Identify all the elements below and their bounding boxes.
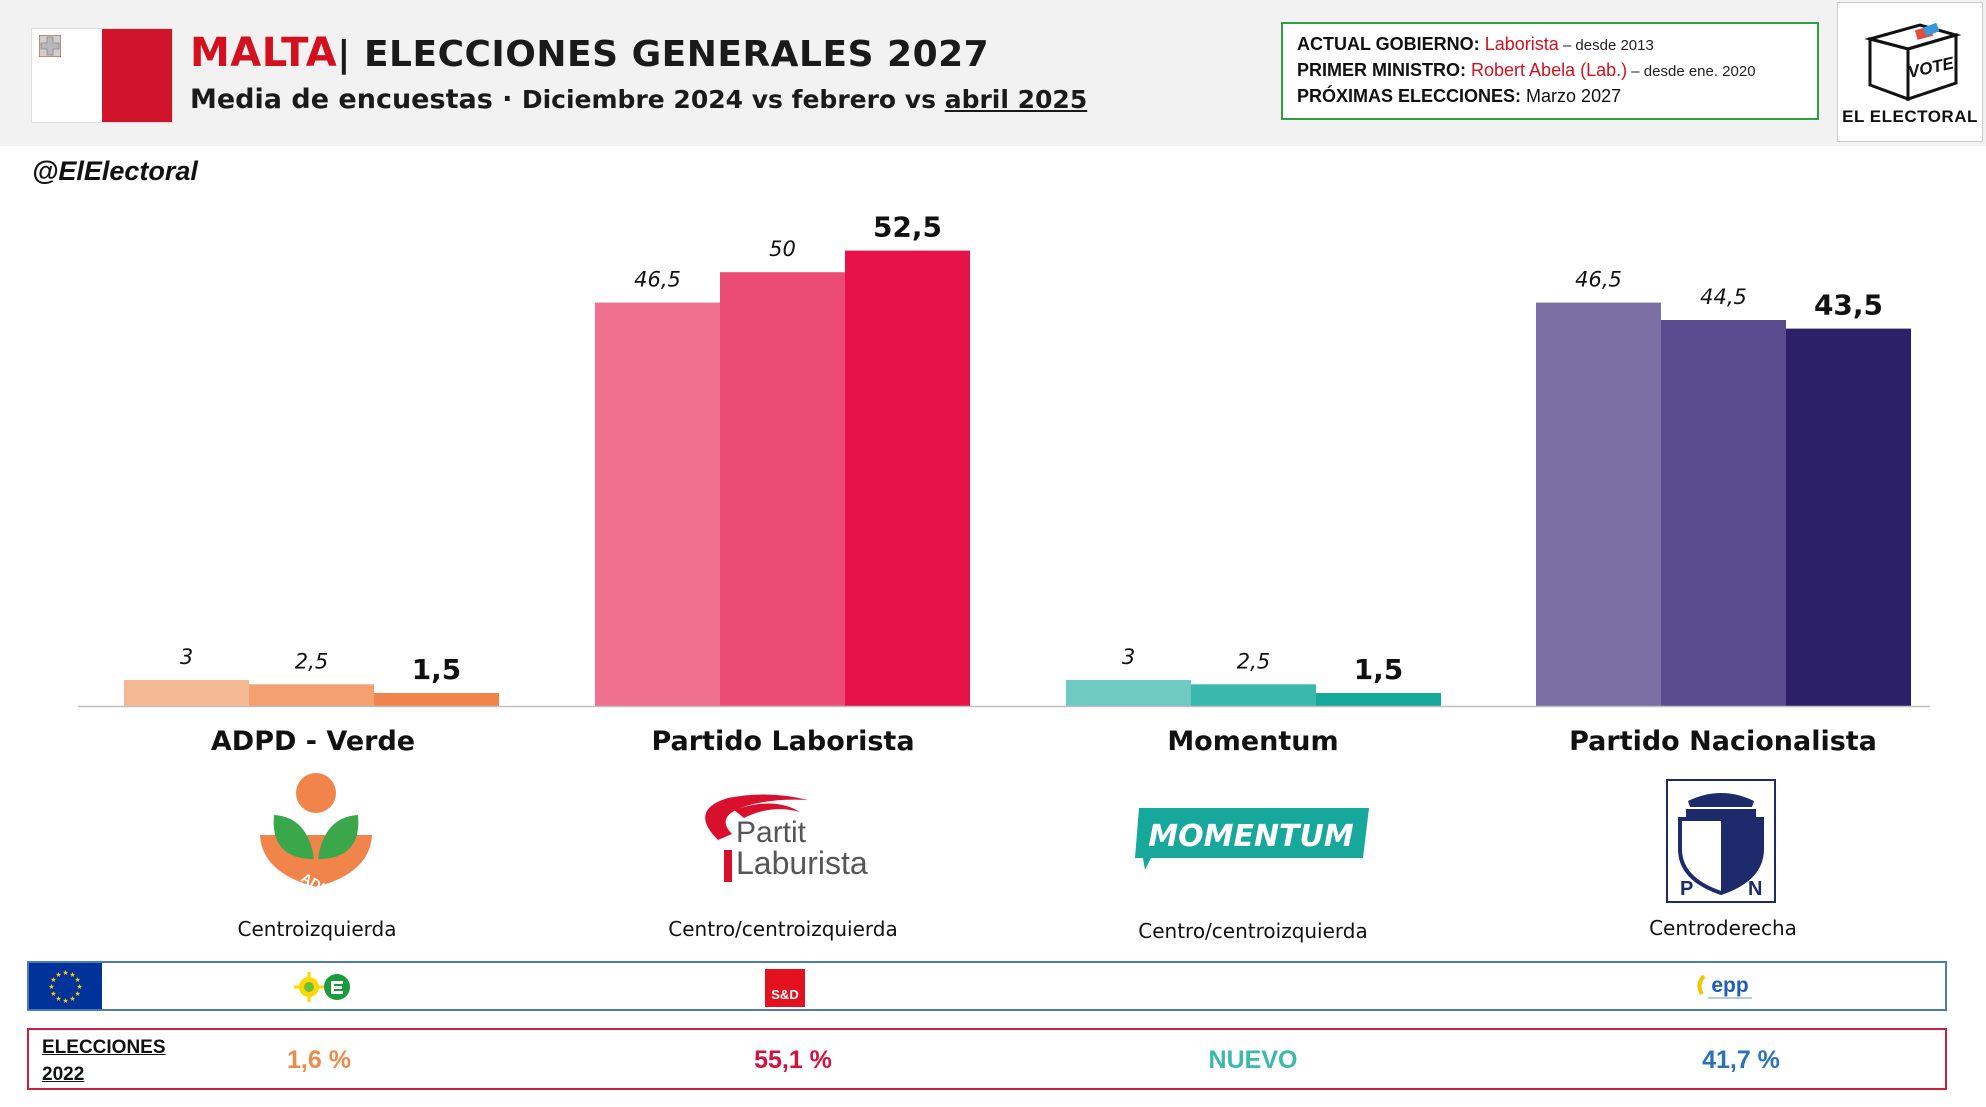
gov-label: ACTUAL GOBIERNO:: [1297, 34, 1480, 54]
bar: [374, 693, 499, 706]
eu-star: ★: [69, 995, 75, 1003]
s-and-d-icon: S&D: [765, 969, 805, 1007]
data-label: 50: [769, 237, 796, 261]
results-2022-label: ELECCIONES 2022: [42, 1034, 166, 1088]
subtitle-dates: Diciembre 2024 vs febrero vs: [521, 85, 945, 114]
eu-star: ★: [62, 969, 68, 977]
data-label: 3: [180, 645, 193, 669]
bar: [1661, 320, 1786, 706]
data-label: 2,5: [1237, 649, 1270, 673]
social-handle: @ElElectoral: [32, 156, 198, 186]
el-electoral-logo: VOTE EL ELECTORAL: [1837, 2, 1983, 142]
ideology-label: Centroderecha: [1649, 916, 1797, 940]
bar: [249, 684, 374, 706]
value-labels-group: 3 2,5 1,5 46,5 50 52,5 3 2,5 1,5 46,5 44,5 43,5: [180, 211, 1883, 686]
bar: [845, 250, 970, 706]
eu-star: ★: [55, 995, 61, 1003]
bar: [720, 272, 845, 706]
eu-star: ★: [74, 976, 80, 984]
government-info-box: ACTUAL GOBIERNO: Laborista – desde 2013 …: [1281, 22, 1819, 120]
bar: [1536, 302, 1661, 706]
ideology-label: Centroizquierda: [237, 917, 397, 941]
momentum-logo-text: MOMENTUM: [1148, 819, 1354, 854]
data-label: 1,5: [412, 653, 462, 686]
data-label: 46,5: [1575, 268, 1622, 292]
bar: [595, 302, 720, 706]
logo-brand: EL ELECTORAL: [1842, 107, 1978, 126]
eu-star: ★: [74, 990, 80, 998]
bar: [1066, 680, 1191, 706]
bar: [124, 680, 249, 706]
bars-group: [124, 250, 1911, 706]
pm-value: Robert Abela (Lab.): [1471, 60, 1628, 80]
eu-star: ★: [50, 976, 56, 984]
subtitle-main: Media de encuestas: [190, 84, 493, 115]
category-label: Momentum: [1167, 726, 1339, 757]
partit-nazzjonalista-logo-icon: P N: [1666, 779, 1776, 903]
result-2022-value: 1,6 %: [287, 1046, 351, 1074]
category-label: ADPD - Verde: [210, 726, 416, 757]
pm-label: PRIMER MINISTRO:: [1297, 60, 1466, 80]
ballot-box-icon: VOTE: [1864, 22, 1962, 102]
eu-star: ★: [50, 990, 56, 998]
eu-star: ★: [62, 997, 68, 1005]
partit-laburista-logo-icon: Partit Laburista: [688, 790, 878, 886]
greens-efa-icon: [291, 971, 357, 1003]
data-label: 1,5: [1354, 653, 1404, 686]
category-label: Partido Laborista: [651, 726, 915, 757]
results-label-line1: ELECCIONES: [42, 1037, 166, 1058]
eu-groups-row: ★ ★ ★ ★ ★ ★ ★ ★ ★ ★ ★ ★ S&D epp: [27, 961, 1947, 1011]
gov-value: Laborista: [1484, 34, 1559, 54]
pn-logo-text-a: P: [1680, 878, 1693, 900]
ideology-label: Centro/centroizquierda: [1138, 919, 1368, 943]
adpd-logo-icon: ADPD: [254, 773, 378, 903]
page-subtitle: Media de encuestas · Diciembre 2024 vs f…: [190, 84, 1087, 115]
result-2022-value: NUEVO: [1208, 1046, 1298, 1074]
laburista-logo-text-b: Laburista: [736, 845, 868, 881]
s-and-d-text: S&D: [771, 987, 798, 1002]
ideology-label: Centro/centroizquierda: [668, 917, 898, 941]
eu-star: ★: [69, 971, 75, 979]
result-2022-value: 41,7 %: [1702, 1046, 1780, 1074]
page-title: MALTA| ELECCIONES GENERALES 2027: [190, 30, 989, 76]
gov-since: – desde 2013: [1558, 37, 1654, 54]
data-label: 2,5: [295, 649, 328, 673]
data-label: 43,5: [1814, 289, 1883, 322]
momentum-logo-icon: MOMENTUM: [1133, 806, 1371, 870]
eu-star: ★: [48, 983, 54, 991]
next-label: PRÓXIMAS ELECCIONES:: [1297, 86, 1522, 106]
epp-text: epp: [1711, 974, 1748, 997]
bar: [1191, 684, 1316, 706]
category-label: Partido Nacionalista: [1569, 726, 1877, 757]
pn-logo-text-b: N: [1748, 878, 1762, 900]
epp-icon: epp: [1694, 970, 1758, 1004]
title-rest: | ELECCIONES GENERALES 2027: [337, 34, 990, 75]
bar: [1316, 693, 1441, 706]
pm-since: – desde ene. 2020: [1627, 63, 1756, 80]
title-country: MALTA: [190, 30, 338, 76]
subtitle-dates-underlined: abril 2025: [944, 85, 1088, 114]
subtitle-separator: ·: [492, 84, 522, 115]
data-label: 44,5: [1700, 285, 1747, 309]
bar: [1786, 328, 1911, 706]
header: MALTA| ELECCIONES GENERALES 2027 Media d…: [0, 0, 1986, 146]
bar-chart: 3 2,5 1,5 46,5 50 52,5 3 2,5 1,5 46,5 44,5 43,5: [78, 211, 1930, 708]
eu-star: ★: [55, 971, 61, 979]
george-cross-icon: [39, 35, 61, 57]
malta-flag-icon: [31, 28, 173, 123]
eu-flag-icon: ★ ★ ★ ★ ★ ★ ★ ★ ★ ★ ★ ★: [29, 963, 102, 1009]
results-2022-row: ELECCIONES 2022 1,6 % 55,1 % NUEVO 41,7 …: [27, 1028, 1947, 1090]
next-value: Marzo 2027: [1526, 86, 1622, 106]
results-label-line2: 2022: [42, 1064, 85, 1085]
result-2022-value: 55,1 %: [754, 1046, 832, 1074]
data-label: 3: [1122, 645, 1135, 669]
data-label: 46,5: [634, 268, 681, 292]
laburista-logo-text-a: Partit: [736, 816, 807, 849]
data-label: 52,5: [873, 211, 942, 244]
eu-star: ★: [76, 983, 82, 991]
